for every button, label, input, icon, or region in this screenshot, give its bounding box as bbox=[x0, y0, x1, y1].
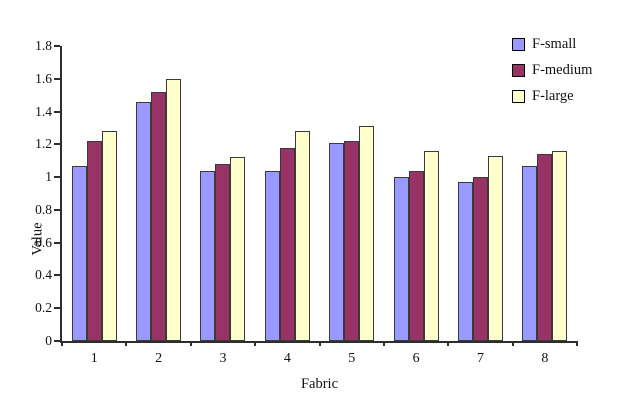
x-axis-category-label: 5 bbox=[348, 351, 356, 366]
x-axis-tick bbox=[189, 341, 192, 346]
y-axis-tick-label: 0.8 bbox=[35, 201, 52, 217]
y-axis-tick-label: 1.6 bbox=[35, 70, 52, 86]
x-axis-category-label: 4 bbox=[283, 351, 291, 366]
bar-f-small-6 bbox=[393, 177, 409, 341]
plot-area: Value Fabric 0 0.2 0.4 0.6 0.8 1 1.2 1.4 1.6 1.8 1… bbox=[30, 38, 578, 392]
legend-label-f-large: F-large bbox=[532, 88, 574, 104]
legend-swatch-f-large bbox=[512, 90, 525, 103]
bar-f-medium-6 bbox=[408, 170, 424, 341]
bar-f-medium-7 bbox=[472, 177, 488, 341]
bar-f-medium-5 bbox=[344, 141, 360, 341]
bar-f-medium-4 bbox=[279, 147, 295, 341]
y-axis-tick bbox=[54, 110, 60, 113]
bar-f-medium-8 bbox=[537, 154, 553, 341]
bar-f-large-4 bbox=[294, 131, 310, 341]
x-axis-category-label: 3 bbox=[219, 351, 227, 366]
bar-f-large-6 bbox=[423, 150, 439, 341]
x-axis-tick bbox=[382, 341, 385, 346]
y-axis-tick bbox=[54, 340, 60, 342]
x-axis-tick bbox=[125, 341, 128, 346]
bar-f-small-3 bbox=[200, 170, 216, 341]
y-axis-tick-label: 1.2 bbox=[35, 136, 52, 152]
y-axis-tick bbox=[54, 274, 60, 277]
bar-f-small-2 bbox=[136, 101, 152, 341]
bar-f-medium-1 bbox=[86, 141, 102, 341]
bar-f-medium-3 bbox=[215, 164, 231, 341]
y-axis-tick-label: 1 bbox=[45, 169, 52, 185]
y-axis-tick-label: 0 bbox=[45, 333, 52, 348]
x-axis-tick bbox=[61, 341, 63, 346]
x-axis-category-label: 7 bbox=[476, 351, 484, 366]
x-axis-category-label: 6 bbox=[412, 351, 420, 366]
legend-label-f-small: F-small bbox=[532, 36, 577, 52]
y-axis-tick-label: 1.4 bbox=[35, 103, 52, 119]
bar-f-small-7 bbox=[457, 182, 473, 341]
legend-swatch-f-medium bbox=[512, 64, 525, 77]
legend-swatch-f-small bbox=[512, 38, 525, 51]
y-axis-tick bbox=[54, 307, 60, 310]
bar-f-large-8 bbox=[552, 150, 568, 341]
bar-f-large-1 bbox=[101, 131, 117, 341]
legend-label-f-medium: F-medium bbox=[532, 62, 593, 78]
x-axis-category-label: 2 bbox=[155, 351, 163, 366]
bar-f-small-5 bbox=[329, 142, 345, 341]
bar-f-medium-2 bbox=[151, 91, 167, 341]
legend-item-f-large: F-large bbox=[512, 88, 592, 105]
bar-f-large-3 bbox=[230, 157, 246, 341]
x-axis-category-label: 1 bbox=[90, 351, 98, 366]
x-axis-tick bbox=[318, 341, 321, 346]
y-axis-tick bbox=[54, 208, 60, 211]
x-axis-tick bbox=[511, 341, 514, 346]
bar-f-small-1 bbox=[71, 165, 87, 341]
x-axis-tick bbox=[576, 341, 578, 346]
y-axis-tick bbox=[54, 143, 60, 146]
legend-item-f-medium: F-medium bbox=[512, 62, 592, 79]
y-axis-tick-label: 1.8 bbox=[35, 38, 52, 53]
bar-f-large-5 bbox=[359, 126, 375, 341]
legend-item-f-small: F-small bbox=[512, 36, 592, 53]
x-axis-tick bbox=[254, 341, 257, 346]
y-axis-tick-label: 0.2 bbox=[35, 300, 52, 316]
bar-f-large-2 bbox=[166, 78, 182, 341]
y-axis-tick-label: 0.4 bbox=[35, 267, 52, 283]
x-axis-tick bbox=[447, 341, 450, 346]
y-axis-tick-label: 0.6 bbox=[35, 234, 52, 250]
y-axis-tick bbox=[54, 176, 60, 179]
x-axis-title: Fabric bbox=[300, 376, 339, 392]
bar-f-small-4 bbox=[264, 170, 280, 341]
y-axis-tick bbox=[54, 241, 60, 244]
y-axis-tick bbox=[54, 45, 60, 47]
legend: F-small F-medium F-large bbox=[512, 36, 592, 114]
bar-f-small-8 bbox=[522, 165, 538, 341]
bar-f-large-7 bbox=[487, 155, 503, 341]
x-axis-category-label: 8 bbox=[541, 351, 549, 366]
y-axis-tick bbox=[54, 77, 60, 80]
